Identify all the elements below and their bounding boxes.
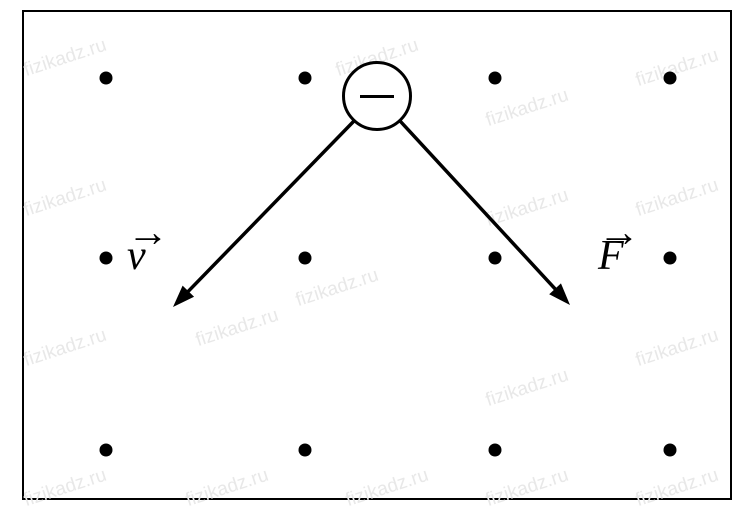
force-vector-shaft — [401, 122, 561, 295]
diagram-canvas: fizikadz.rufizikadz.rufizikadz.rufizikad… — [0, 0, 754, 515]
negative-charge — [342, 61, 412, 131]
vector-arrow-over: → — [127, 209, 169, 257]
force-label: → F — [598, 232, 624, 280]
minus-icon — [360, 95, 394, 98]
velocity-vector-shaft — [182, 122, 353, 298]
vector-arrow-over: → — [598, 209, 640, 257]
velocity-label: → v — [127, 232, 146, 280]
